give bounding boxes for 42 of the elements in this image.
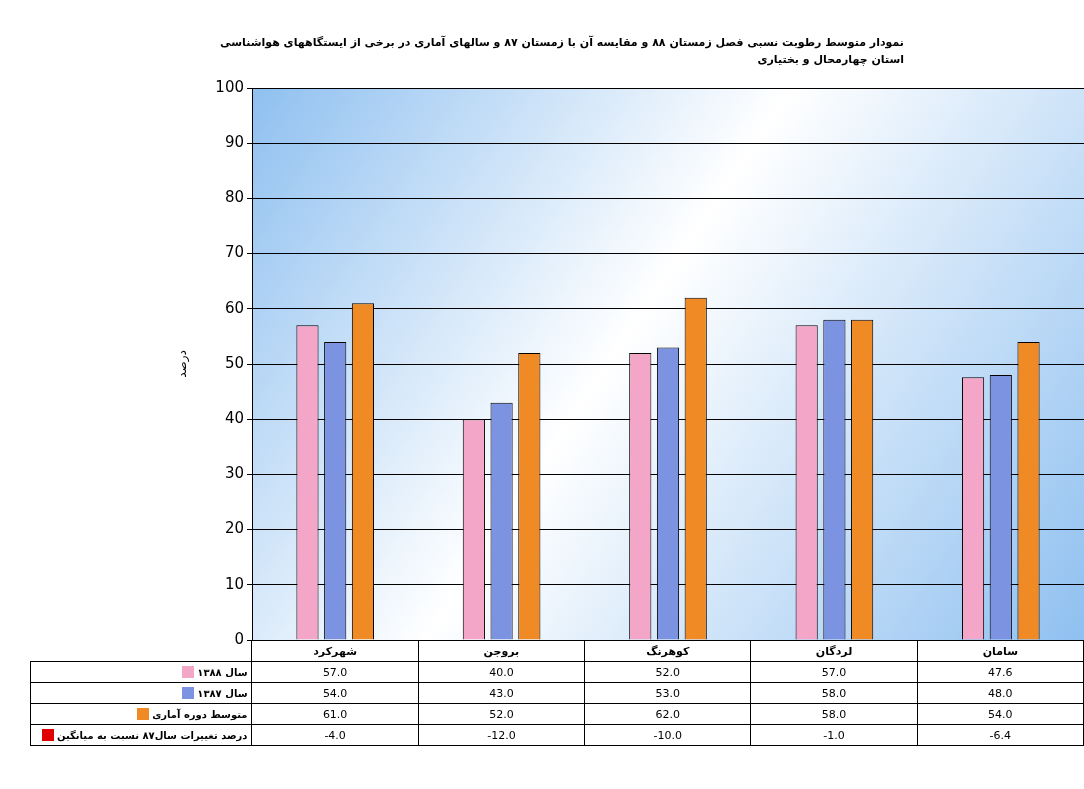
text: -6.4 [989,728,1012,742]
legend-label: سال ۱۳۸۷ [197,687,248,699]
data-label: 52.0 [418,703,585,725]
text: -10.0 [653,728,682,742]
y-tick-label: 80 [224,188,244,207]
data-label: 62.0 [584,703,751,725]
text: -12.0 [487,728,516,742]
data-label: 54.0 [251,682,419,704]
y-tick-label: 50 [224,353,244,372]
text: -4.0 [324,728,346,742]
data-label: 58.0 [750,682,918,704]
text: -1.0 [823,728,845,742]
y-tick-label: 60 [224,298,244,317]
y-tick-label: 20 [224,519,244,538]
chart-title: نمودار متوسط رطوبت نسبی فصل زمستان ۸۸ و مقایسه آن با زمستان ۸۷ و سالهای آماری در برخی از ایستگاههای هواشناسی استان چهارمحال و بختیاری [219,34,904,68]
data-label: 61.0 [251,703,419,725]
data-label: 48.0 [917,682,1084,704]
y-tick-label: 10 [224,574,244,593]
x-tick-label: شهرکرد [251,640,419,662]
y-tick-label: 30 [224,464,244,483]
x-tick-label: بروجن [418,640,585,662]
x-tick-label: سامان [917,640,1084,662]
data-label: 58.0 [750,703,918,725]
y-tick-label: 100 [215,77,244,96]
y-tick-label: 0 [234,629,244,648]
legend-label: درصد تغییرات سال۸۷ نسبت به میانگین [56,729,248,741]
data-label: 47.6 [917,661,1084,683]
legend-label: سال ۱۳۸۸ [197,666,248,678]
y-tick-label: 40 [224,409,244,428]
y-tick-label: 90 [224,133,244,152]
x-tick-label: کوهرنگ [584,640,751,662]
data-label: 57.0 [251,661,419,683]
data-label: 53.0 [584,682,751,704]
data-label: 52.0 [584,661,751,683]
x-tick-label: لردگان [750,640,918,662]
data-label: 43.0 [418,682,585,704]
data-label: 57.0 [750,661,918,683]
y-axis-title: درصد [175,350,191,378]
data-label: 54.0 [917,703,1084,725]
data-label: 40.0 [418,661,585,683]
y-tick-label: 70 [224,243,244,262]
legend-label: متوسط دوره آماری [152,708,248,720]
